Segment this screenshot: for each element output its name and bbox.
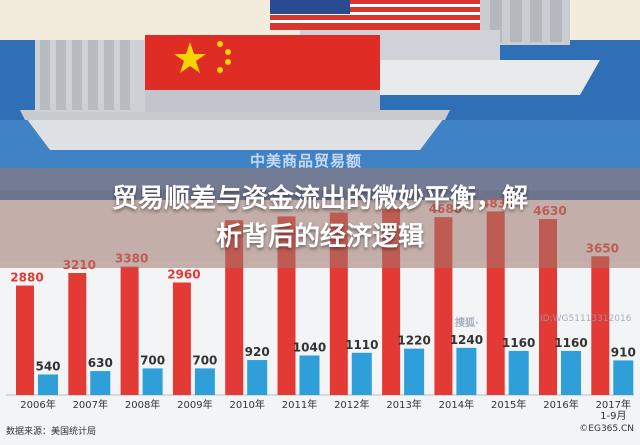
category-label: 2017年 [596,398,631,411]
category-label: 2016年 [543,398,578,411]
chart-background [0,262,640,445]
import-value-label: 540 [35,359,60,373]
category-label: 2008年 [125,398,160,411]
watermark-id: ID:WG51113312016 [540,314,632,324]
category-label: 2010年 [229,398,264,411]
category-label: 2006年 [20,398,55,411]
headline-line-2: 析背后的经济逻辑 [215,222,424,252]
import-value-label: 700 [140,353,165,367]
export-bar [591,256,610,395]
import-bar [508,350,529,395]
us-flag-canton [270,0,350,14]
export-bar [120,266,139,395]
import-bar [90,371,111,395]
category-label: 2015年 [491,398,526,411]
chart-title: 中美商品贸易额 [250,152,363,170]
export-bar [16,285,34,395]
import-value-label: 1040 [293,340,326,354]
import-value-label: 1160 [502,336,535,350]
headline: 贸易顺差与资金流出的微妙平衡，解 析背后的经济逻辑 [20,180,620,256]
china-cargo-ship [20,35,450,150]
import-value-label: 1240 [450,333,483,347]
headline-overlay [0,168,640,268]
export-bar [172,282,191,395]
import-bar [613,360,634,395]
import-bar [38,374,58,395]
category-label: 2009年 [177,398,212,411]
export-value-label: 2880 [10,271,43,285]
import-bar [456,347,477,395]
import-bar [561,350,581,395]
import-value-label: 700 [192,353,217,367]
import-value-label: 910 [611,345,636,359]
import-bar [247,360,268,395]
category-label: 1-9月 [600,410,626,422]
import-value-label: 1220 [397,334,430,348]
import-bar [194,368,215,395]
import-bar [142,368,163,395]
import-bar [351,352,372,395]
source-note: 数据来源：美国统计局 [6,427,97,437]
category-label: 2011年 [282,398,317,411]
watermark-logo: 搜狐· [455,318,479,329]
import-value-label: 1160 [554,336,587,350]
import-value-label: 630 [88,356,113,370]
china-flag-big-star [174,42,206,73]
import-bar [299,355,320,395]
corner-watermark: ©EG365.CN [579,424,634,434]
import-value-label: 920 [245,345,270,359]
category-label: 2013年 [386,398,421,411]
category-label: 2007年 [73,398,108,411]
export-bar [68,273,87,395]
category-label: 2012年 [334,398,369,411]
headline-line-1: 贸易顺差与资金流出的微妙平衡，解 [111,184,528,214]
watermark: 搜狐· ID:WG51113312016 [455,300,640,346]
category-label: 2014年 [439,398,474,411]
import-bar [404,348,425,395]
export-value-label: 2960 [167,268,200,282]
import-value-label: 1110 [345,338,378,352]
